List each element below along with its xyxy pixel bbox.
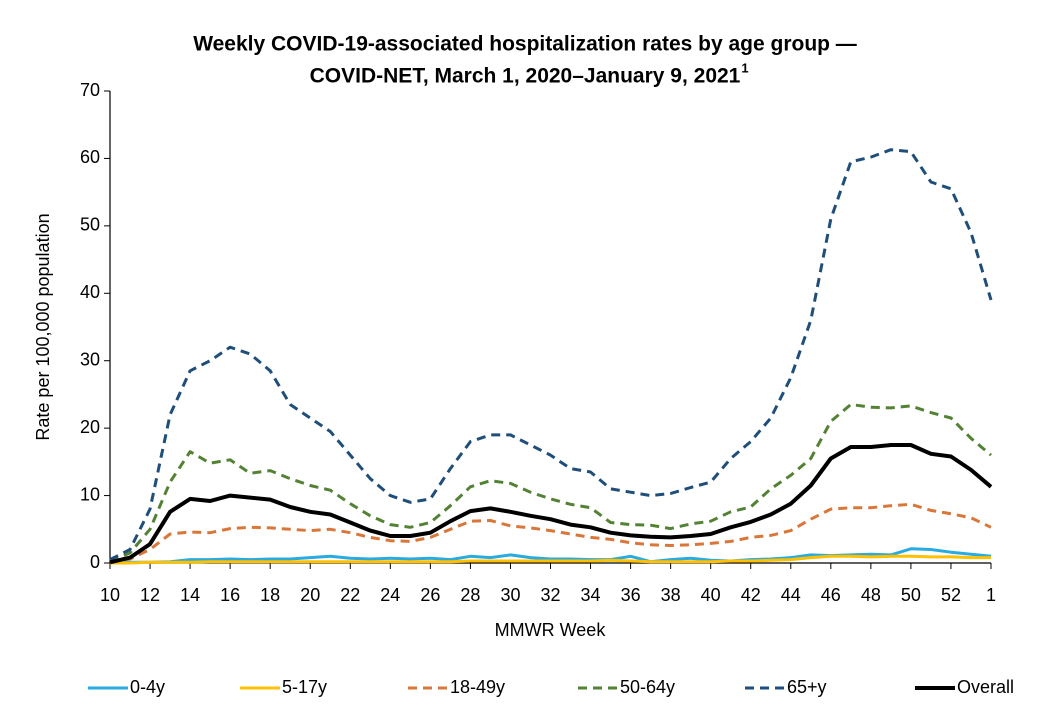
x-tick-label: 44: [781, 585, 801, 605]
y-tick-label: 70: [80, 80, 100, 100]
x-tick-label: 36: [621, 585, 641, 605]
x-tick-label: 34: [581, 585, 601, 605]
x-tick-label: 50: [901, 585, 921, 605]
legend-label: 50-64y: [620, 677, 675, 697]
y-tick-label: 40: [80, 282, 100, 302]
legend-label: 65+y: [787, 677, 827, 697]
y-tick-label: 10: [80, 484, 100, 504]
x-tick-label: 14: [180, 585, 200, 605]
y-tick-label: 60: [80, 147, 100, 167]
x-tick-label: 20: [300, 585, 320, 605]
y-tick-label: 0: [90, 552, 100, 572]
x-tick-label: 24: [380, 585, 400, 605]
series-line: [109, 502, 992, 564]
legend-label: 0-4y: [130, 677, 165, 697]
legend-label: 5-17y: [282, 677, 327, 697]
series-line: [110, 554, 991, 565]
chart-title: COVID-NET, March 1, 2020–January 9, 2021: [310, 65, 741, 88]
title-footnote: 1: [741, 60, 748, 75]
x-tick-label: 38: [661, 585, 681, 605]
x-tick-label: 40: [701, 585, 721, 605]
x-axis-label: MMWR Week: [495, 620, 607, 640]
y-axis-label: Rate per 100,000 population: [33, 213, 53, 440]
x-tick-label: 12: [140, 585, 160, 605]
x-tick-label: 28: [460, 585, 480, 605]
legend-label: Overall: [957, 677, 1014, 697]
x-tick-label: 32: [540, 585, 560, 605]
series-line: [109, 148, 993, 561]
x-tick-label: 22: [340, 585, 360, 605]
y-tick-label: 30: [80, 349, 100, 369]
x-tick-label: 26: [420, 585, 440, 605]
series-line: [109, 443, 993, 565]
y-tick-label: 50: [80, 215, 100, 235]
legend-label: 18-49y: [450, 677, 505, 697]
x-tick-label: 52: [941, 585, 961, 605]
x-tick-label: 18: [260, 585, 280, 605]
y-tick-label: 20: [80, 417, 100, 437]
chart-title: Weekly COVID-19-associated hospitalizati…: [193, 33, 857, 56]
x-tick-label: 46: [821, 585, 841, 605]
x-tick-label: 1: [986, 585, 996, 605]
x-tick-label: 42: [741, 585, 761, 605]
series-line: [109, 403, 992, 563]
x-tick-label: 16: [220, 585, 240, 605]
x-tick-label: 30: [500, 585, 520, 605]
x-tick-label: 10: [100, 585, 120, 605]
x-tick-label: 48: [861, 585, 881, 605]
